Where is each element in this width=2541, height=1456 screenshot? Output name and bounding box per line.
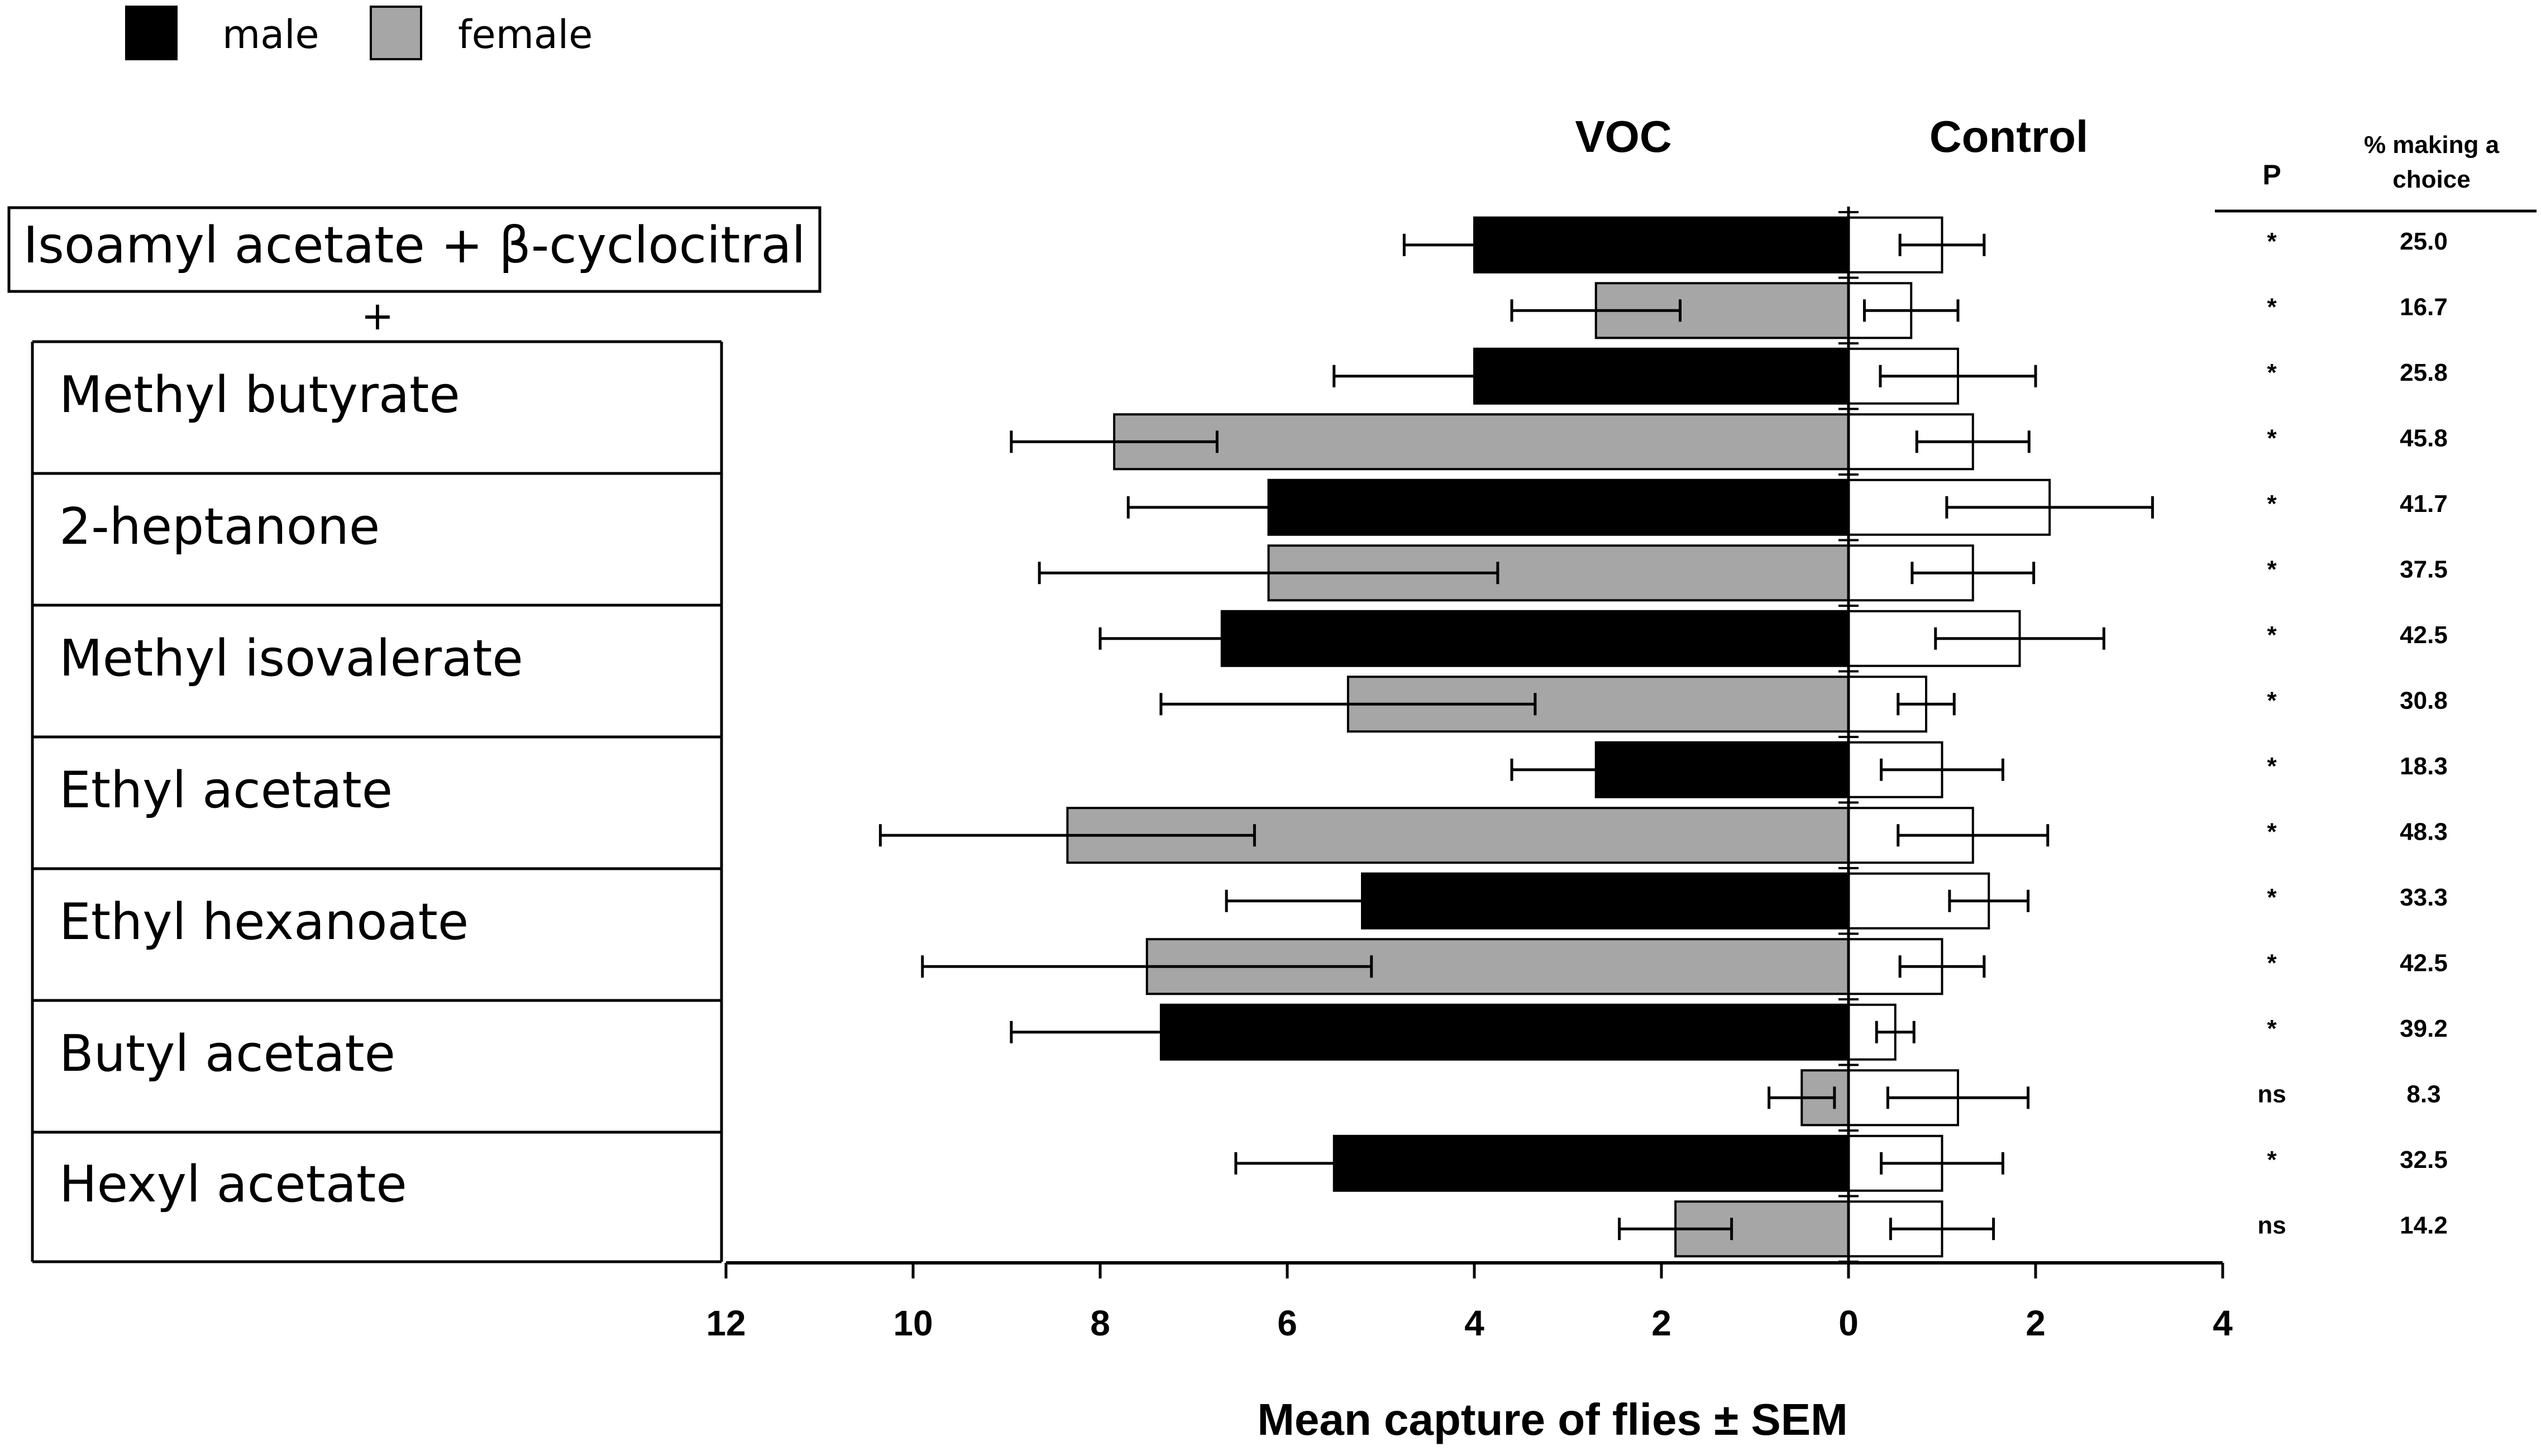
pct-choice: 8.3 xyxy=(2406,1080,2440,1108)
pct-choice: 18.3 xyxy=(2400,753,2448,780)
x-tick-label: 4 xyxy=(1464,1303,1484,1343)
pct-choice: 25.8 xyxy=(2400,359,2448,386)
p-header: P xyxy=(2262,159,2281,190)
treatment-label: Methyl isovalerate xyxy=(59,629,523,688)
x-tick-label: 8 xyxy=(1090,1303,1110,1343)
p-value: * xyxy=(2267,359,2277,386)
p-value: * xyxy=(2267,1146,2277,1174)
p-value: * xyxy=(2267,555,2277,583)
p-value: * xyxy=(2267,621,2277,649)
treatment-label: Butyl acetate xyxy=(59,1024,395,1083)
pct-choice: 32.5 xyxy=(2400,1146,2448,1174)
legend-female-label: female xyxy=(458,12,593,58)
pct-choice: 48.3 xyxy=(2400,818,2448,845)
pct-header-line2: choice xyxy=(2392,166,2470,193)
p-value: * xyxy=(2267,1015,2277,1042)
p-value: * xyxy=(2267,228,2277,255)
pct-choice: 45.8 xyxy=(2400,424,2448,452)
p-value: * xyxy=(2267,293,2277,320)
pct-choice: 25.0 xyxy=(2400,228,2448,255)
voc-header: VOC xyxy=(1575,112,1671,161)
stats-column: * 25.0 * 16.7 * 25.8 * 45.8 * 41.7 * 37.5 * 42.5 * 30.8… xyxy=(2257,228,2448,1239)
pct-choice: 14.2 xyxy=(2400,1211,2448,1239)
pct-choice: 42.5 xyxy=(2400,949,2448,976)
legend-male-swatch xyxy=(125,6,178,60)
p-value: * xyxy=(2267,424,2277,452)
p-value: * xyxy=(2267,687,2277,714)
x-tick-label: 6 xyxy=(1277,1303,1297,1343)
p-value: * xyxy=(2267,884,2277,911)
x-tick-label: 2 xyxy=(2026,1303,2046,1343)
pct-choice: 41.7 xyxy=(2400,490,2448,518)
treatment-frame xyxy=(31,340,723,1263)
treatment-label: Ethyl acetate xyxy=(59,761,393,820)
p-value: ns xyxy=(2257,1211,2286,1239)
x-tick-label: 2 xyxy=(1651,1303,1671,1343)
treatment-label: Ethyl hexanoate xyxy=(59,893,469,951)
plus-sign: + xyxy=(361,293,394,339)
x-tick-label: 4 xyxy=(2213,1303,2233,1343)
legend-female-swatch xyxy=(370,6,422,60)
p-value: ns xyxy=(2257,1080,2286,1108)
p-value: * xyxy=(2267,753,2277,780)
base-label: Isoamyl acetate + β-cyclocitral xyxy=(23,216,805,275)
axes: 12 10 8 6 4 2 0 2 4 xyxy=(706,207,2233,1343)
pct-choice: 39.2 xyxy=(2400,1015,2448,1042)
p-value: * xyxy=(2267,949,2277,976)
treatment-labels: Methyl butyrate 2-heptanone Methyl isova… xyxy=(59,366,523,1214)
treatment-label: Methyl butyrate xyxy=(59,366,460,424)
treatment-label: Hexyl acetate xyxy=(59,1155,407,1214)
control-header: Control xyxy=(1929,112,2088,161)
p-value: * xyxy=(2267,818,2277,845)
pct-choice: 42.5 xyxy=(2400,621,2448,649)
x-tick-label: 12 xyxy=(706,1303,746,1343)
base-label-box xyxy=(7,206,821,293)
pct-choice: 33.3 xyxy=(2400,884,2448,911)
pct-choice: 16.7 xyxy=(2400,293,2448,320)
pct-choice: 30.8 xyxy=(2400,687,2448,714)
bars xyxy=(878,216,2154,1258)
legend: male female xyxy=(125,6,593,60)
voc-bar-female xyxy=(1113,413,1850,471)
p-value: * xyxy=(2267,490,2277,518)
x-tick-label: 0 xyxy=(1838,1303,1859,1343)
pct-choice: 37.5 xyxy=(2400,555,2448,583)
pct-header-line1: % making a xyxy=(2364,131,2500,159)
x-axis-title: Mean capture of flies ± SEM xyxy=(1257,1395,1847,1444)
treatment-label: 2-heptanone xyxy=(59,497,380,556)
legend-male-label: male xyxy=(222,12,319,58)
x-tick-label: 10 xyxy=(893,1303,933,1343)
